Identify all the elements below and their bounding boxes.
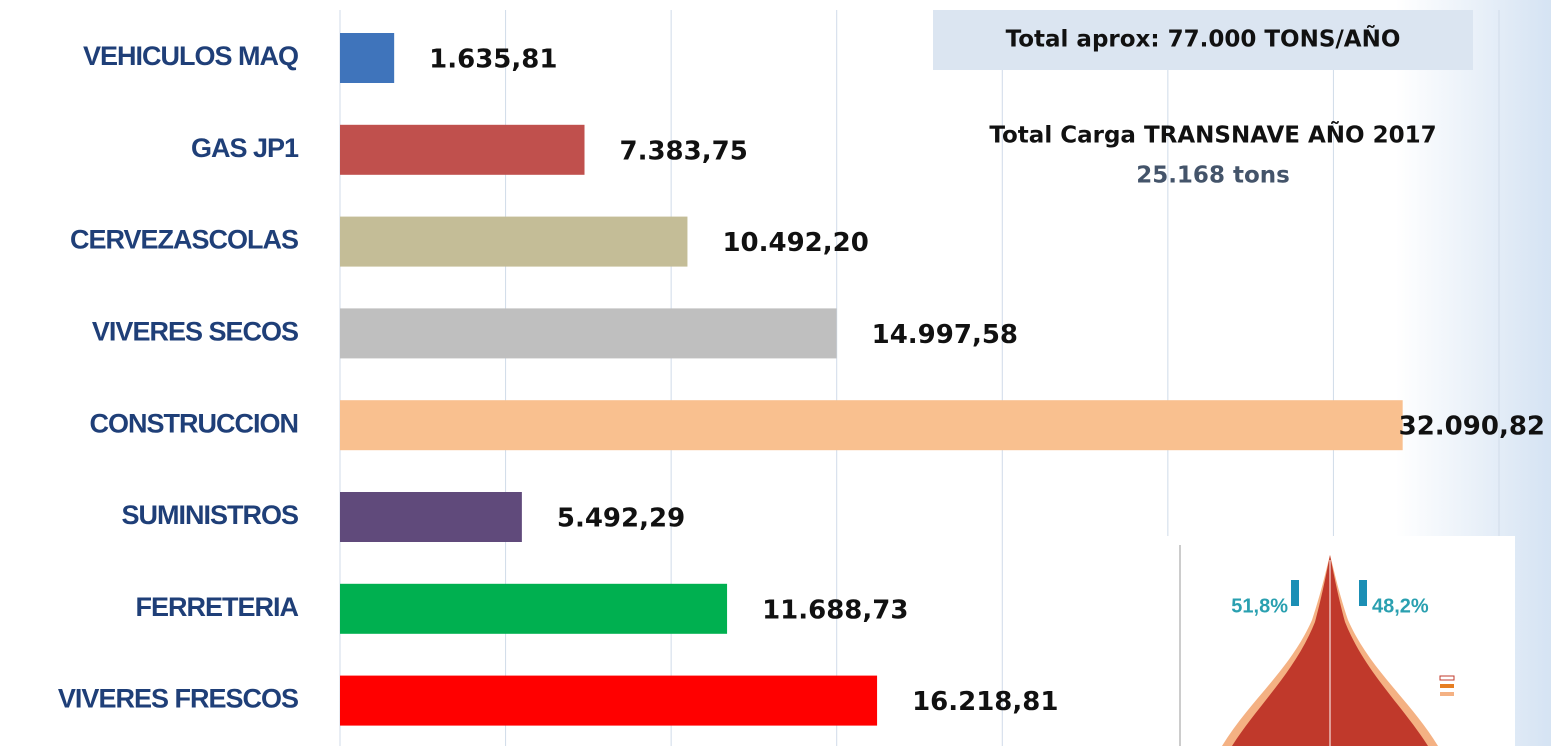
total-annotation: Total aprox: 77.000 TONS/AÑO bbox=[1006, 25, 1401, 53]
bar bbox=[340, 33, 395, 83]
bar bbox=[340, 308, 837, 359]
value-label: 7.383,75 bbox=[620, 136, 748, 166]
y-tick-label: CONSTRUCCION bbox=[90, 408, 299, 438]
bar bbox=[340, 675, 878, 726]
legend-swatch bbox=[1439, 675, 1455, 681]
value-label: 11.688,73 bbox=[762, 595, 908, 625]
y-tick-label: SUMINISTROS bbox=[121, 500, 298, 530]
y-tick-label: VIVERES SECOS bbox=[92, 317, 298, 347]
bar bbox=[340, 583, 728, 634]
value-label: 1.635,81 bbox=[429, 45, 557, 75]
pyramid-inset: 51,8% 48,2% bbox=[1165, 536, 1515, 746]
male-share: 51,8% bbox=[1231, 595, 1288, 617]
bar bbox=[340, 400, 1403, 451]
value-label: 14.997,58 bbox=[872, 320, 1018, 350]
legend-swatch bbox=[1440, 684, 1454, 688]
transnave-annotation: Total Carga TRANSNAVE AÑO 2017 bbox=[989, 121, 1436, 149]
bar bbox=[340, 124, 585, 175]
value-label: 10.492,20 bbox=[722, 228, 868, 258]
value-label: 16.218,81 bbox=[912, 687, 1058, 717]
total-box bbox=[933, 10, 1473, 70]
legend-swatch bbox=[1440, 692, 1454, 696]
female-icon bbox=[1359, 580, 1367, 606]
bar bbox=[340, 492, 522, 542]
y-tick-label: VIVERES FRESCOS bbox=[58, 684, 298, 714]
y-tick-label: GAS JP1 bbox=[191, 133, 299, 163]
y-tick-label: VEHICULOS MAQ bbox=[83, 41, 298, 71]
female-share: 48,2% bbox=[1372, 595, 1429, 617]
male-icon bbox=[1291, 580, 1299, 606]
value-label: 32.090,82 bbox=[1399, 412, 1545, 442]
y-tick-label: FERRETERIA bbox=[135, 592, 298, 622]
transnave-tons: 25.168 tons bbox=[1136, 163, 1290, 189]
value-label: 5.492,29 bbox=[557, 504, 685, 534]
y-tick-label: CERVEZASCOLAS bbox=[70, 225, 298, 255]
bar bbox=[340, 216, 688, 267]
